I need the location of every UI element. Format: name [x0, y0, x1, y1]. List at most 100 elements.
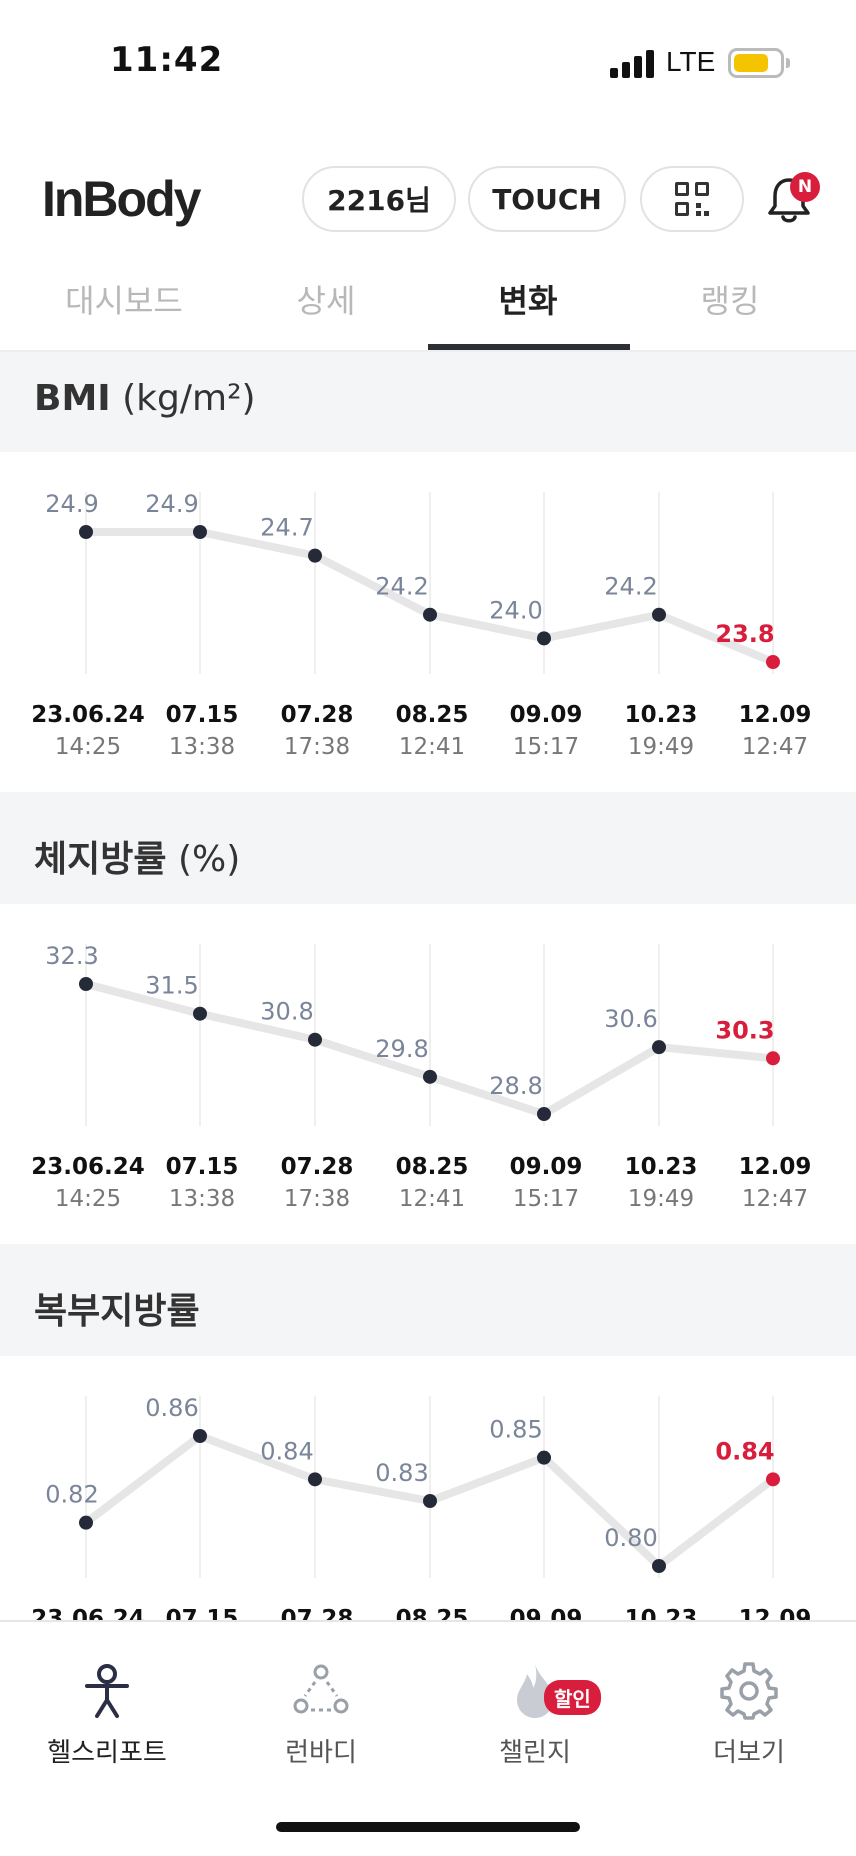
body-fat-chart: 32.3 31.5 30.8 29.8 28.8 30.6 30.3 23.06.24 14:2… [0, 904, 856, 1244]
nav-health-report[interactable]: 헬스리포트 [0, 1660, 214, 1769]
x-tick-time: 17:38 [284, 734, 350, 760]
tab-detail[interactable]: 상세 [296, 282, 356, 320]
tab-ranking[interactable]: 랭킹 [700, 282, 760, 320]
data-label: 30.8 [260, 998, 313, 1026]
x-tick-time: 14:25 [55, 1186, 121, 1212]
nav-challenge[interactable]: 할인 챌린지 [428, 1660, 642, 1769]
body-fat-section-header: 체지방률 (%) [0, 804, 856, 904]
x-tick-time: 12:41 [399, 734, 465, 760]
nav-label: 헬스리포트 [47, 1738, 167, 1768]
x-tick-time: 19:49 [628, 734, 694, 760]
x-tick-date: 10.23 [625, 1154, 698, 1180]
x-tick-time: 17:38 [284, 1186, 350, 1212]
sale-badge: 할인 [544, 1680, 601, 1715]
active-tab-indicator [428, 344, 630, 350]
tab-change[interactable]: 변화 [498, 282, 558, 320]
x-tick-date: 08.25 [396, 1154, 469, 1180]
data-point [766, 655, 780, 669]
data-point [652, 1559, 666, 1573]
data-label: 0.86 [145, 1394, 198, 1422]
notification-badge: N [790, 172, 820, 202]
status-bar: 11:42 LTE [0, 0, 856, 120]
data-point [193, 1429, 207, 1443]
x-tick-date: 12.09 [739, 1154, 812, 1180]
data-point [79, 977, 93, 991]
data-label: 23.8 [715, 620, 774, 648]
x-tick-date: 12.09 [739, 702, 812, 728]
data-point [537, 631, 551, 646]
x-tick-date: 07.28 [281, 702, 354, 728]
nav-more[interactable]: 더보기 [642, 1660, 856, 1769]
nav-runbody[interactable]: 런바디 [214, 1660, 428, 1769]
x-tick-time: 14:25 [55, 734, 121, 760]
data-label: 0.82 [45, 1481, 98, 1509]
qr-button[interactable] [640, 166, 744, 232]
data-point [193, 525, 207, 539]
data-label: 24.0 [489, 596, 542, 624]
data-point [423, 1494, 437, 1508]
data-point [537, 1450, 551, 1465]
data-label: 30.3 [715, 1016, 774, 1044]
x-tick-date: 09.09 [510, 702, 583, 728]
bmi-section-header: BMI (kg/m²) [0, 352, 856, 452]
section-title: 체지방률 (%) [34, 839, 241, 880]
divider [0, 792, 856, 804]
abdominal-fat-section-header: 복부지방률 [0, 1256, 856, 1356]
x-tick-time: 12:47 [742, 1186, 808, 1212]
home-indicator [276, 1822, 580, 1832]
gear-icon [720, 1662, 778, 1720]
x-tick-time: 13:38 [169, 734, 235, 760]
data-label: 28.8 [489, 1072, 542, 1100]
data-label: 29.8 [375, 1035, 428, 1063]
x-tick-time: 13:38 [169, 1186, 235, 1212]
data-point [308, 548, 322, 563]
data-label: 0.84 [715, 1437, 774, 1465]
data-label: 31.5 [145, 972, 198, 1000]
x-tick-date: 23.06.24 [31, 702, 145, 728]
x-tick-time: 12:41 [399, 1186, 465, 1212]
data-point [652, 607, 666, 622]
data-point [308, 1472, 322, 1487]
data-point [537, 1107, 551, 1121]
section-title: 복부지방률 [34, 1291, 200, 1332]
data-label: 0.85 [489, 1416, 542, 1444]
data-point [193, 1006, 207, 1021]
x-tick-date: 07.15 [166, 702, 239, 728]
tab-bar: 대시보드 상세 변화 랭킹 [0, 258, 856, 352]
body-fat-line-chart: 32.3 31.5 30.8 29.8 28.8 30.6 30.3 23.06.24 14:2… [31, 942, 812, 1212]
signal-icon [610, 50, 654, 78]
data-point [423, 607, 437, 622]
touch-button[interactable]: TOUCH [468, 166, 626, 232]
status-time: 11:42 [110, 40, 224, 80]
data-label: 24.7 [260, 514, 313, 542]
data-point [308, 1032, 322, 1047]
nav-label: 더보기 [713, 1738, 785, 1768]
data-label: 24.2 [604, 573, 657, 601]
x-tick-time: 15:17 [513, 734, 579, 760]
data-label: 24.9 [45, 490, 98, 518]
data-label: 0.84 [260, 1437, 313, 1465]
x-tick-date: 08.25 [396, 702, 469, 728]
x-tick-time: 19:49 [628, 1186, 694, 1212]
nav-label: 챌린지 [499, 1738, 571, 1768]
section-title: BMI (kg/m²) [34, 378, 256, 419]
bmi-chart: 24.9 24.9 24.7 24.2 24.0 24.2 23.8 23.06.24 14:2… [0, 452, 856, 792]
network-label: LTE [666, 46, 716, 77]
qr-code-icon [675, 182, 709, 216]
x-tick-time: 12:47 [742, 734, 808, 760]
x-tick-time: 15:17 [513, 1186, 579, 1212]
battery-icon [728, 48, 784, 78]
x-tick-date: 07.15 [166, 1154, 239, 1180]
data-label: 0.83 [375, 1459, 428, 1487]
app-header: InBody 2216님 TOUCH [0, 150, 856, 250]
person-report-icon [85, 1664, 129, 1718]
nav-label: 런바디 [285, 1738, 357, 1768]
data-point [423, 1069, 437, 1084]
user-button[interactable]: 2216님 [302, 166, 456, 232]
tab-dashboard[interactable]: 대시보드 [65, 282, 183, 320]
data-label: 30.6 [604, 1005, 657, 1033]
data-label: 0.80 [604, 1524, 657, 1552]
data-point [79, 1515, 93, 1530]
data-label: 32.3 [45, 942, 98, 970]
x-tick-date: 23.06.24 [31, 1154, 145, 1180]
